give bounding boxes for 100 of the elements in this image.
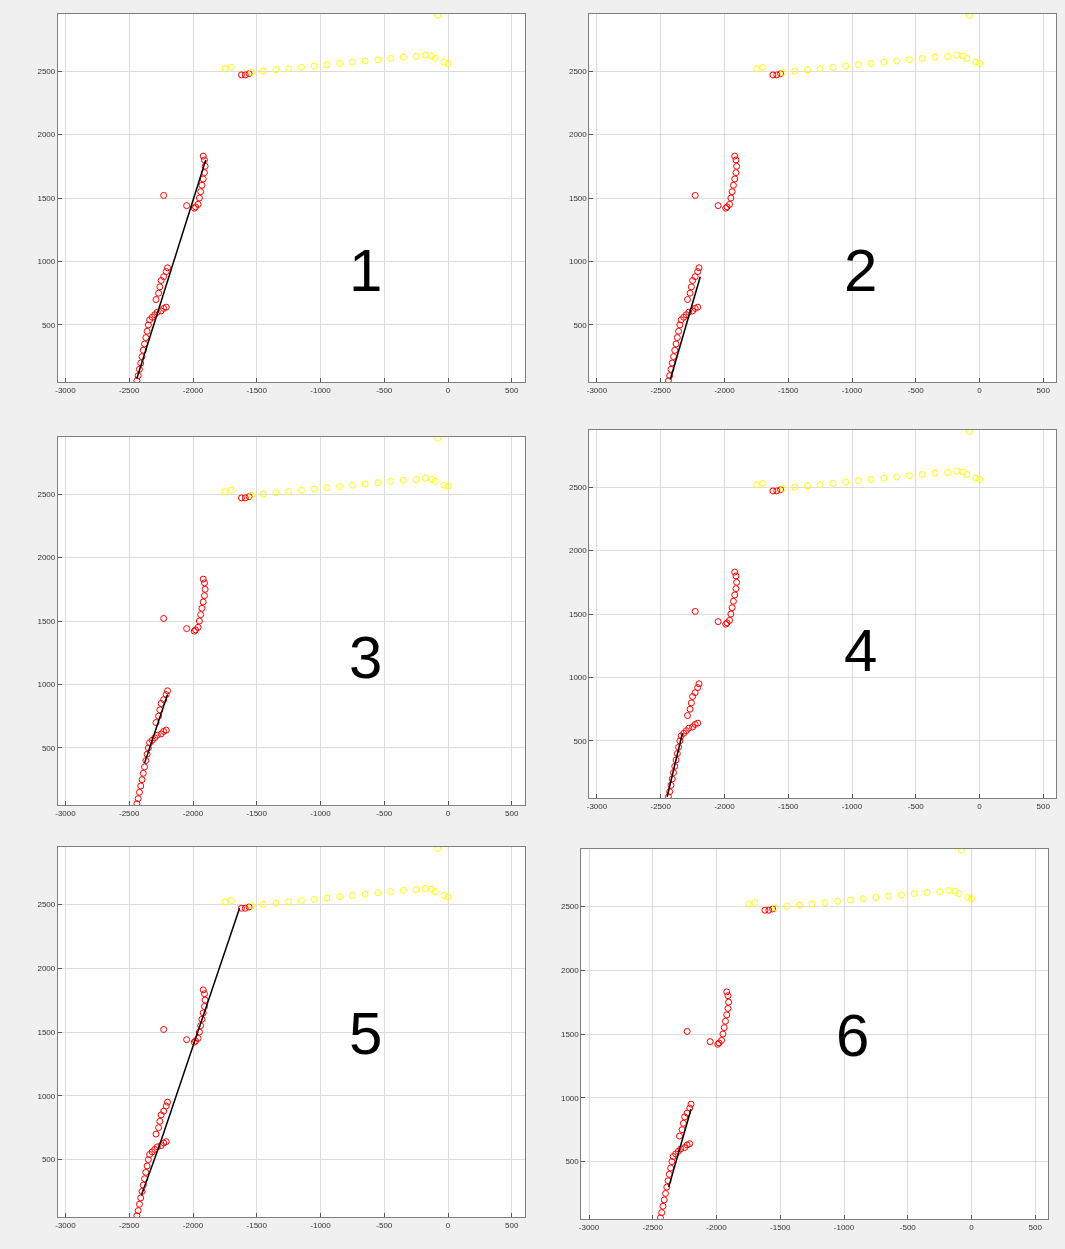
x-tick-label: 0 <box>969 1222 975 1232</box>
x-tick-label: -3000 <box>55 385 77 395</box>
point <box>783 902 791 910</box>
point <box>673 334 681 342</box>
point <box>194 1034 202 1042</box>
point <box>195 1028 203 1036</box>
x-tick-label: -500 <box>376 808 393 818</box>
y-tick-label: 500 <box>565 1157 580 1167</box>
x-tick-label: -1000 <box>310 385 332 395</box>
point <box>139 769 147 777</box>
point <box>421 884 429 892</box>
y-tick-label: 1500 <box>568 193 588 203</box>
y-tick-label: 2500 <box>37 900 56 910</box>
point <box>199 598 207 606</box>
point <box>963 470 971 478</box>
point <box>684 712 692 720</box>
point <box>691 191 699 199</box>
point <box>200 592 208 600</box>
point <box>676 1132 684 1140</box>
x-tick-label: 0 <box>445 1220 451 1230</box>
point <box>686 1104 694 1112</box>
point <box>155 712 163 720</box>
point <box>134 1207 142 1215</box>
point <box>387 54 395 62</box>
x-tick-label: 500 <box>1028 1222 1043 1232</box>
x-tick-label: -2500 <box>119 385 141 395</box>
point <box>134 795 142 803</box>
x-tick-label: -3000 <box>578 1222 600 1232</box>
point <box>151 311 159 319</box>
y-tick-label: 1500 <box>37 1027 56 1037</box>
point <box>686 1140 694 1148</box>
point <box>444 59 452 67</box>
point <box>773 71 781 79</box>
point <box>724 1004 732 1012</box>
y-tick-label: 2000 <box>568 546 588 556</box>
point <box>944 469 952 477</box>
y-tick-label: 2500 <box>560 902 580 912</box>
point <box>931 469 939 477</box>
point <box>134 372 142 380</box>
x-tick-label: -1000 <box>310 1220 332 1230</box>
point <box>195 194 203 202</box>
y-tick-label: 2000 <box>37 130 56 140</box>
point <box>731 175 739 183</box>
point <box>142 1168 150 1176</box>
annotation: 5 <box>349 1000 383 1067</box>
point <box>963 54 971 62</box>
point <box>259 67 267 75</box>
point <box>686 705 694 713</box>
point <box>676 321 684 329</box>
point <box>689 276 697 284</box>
point <box>731 568 739 576</box>
point <box>152 296 160 304</box>
point <box>691 304 699 312</box>
point <box>323 61 331 69</box>
point <box>854 61 862 69</box>
y-tick-label: 500 <box>41 743 56 753</box>
point <box>765 906 773 914</box>
point <box>237 71 245 79</box>
x-tick-label: -500 <box>899 1222 917 1232</box>
point <box>953 467 961 475</box>
point <box>719 1030 727 1038</box>
point <box>412 53 420 61</box>
point <box>923 888 931 896</box>
point <box>164 1098 172 1106</box>
point <box>728 604 736 612</box>
x-tick-label: -2000 <box>714 801 736 811</box>
point <box>199 175 207 183</box>
y-tick-label: 500 <box>573 736 588 746</box>
point <box>685 724 693 732</box>
y-tick-label: 1500 <box>37 193 56 203</box>
point <box>427 475 435 483</box>
point <box>199 575 207 583</box>
point <box>146 739 154 747</box>
point <box>183 1036 191 1044</box>
point <box>728 188 736 196</box>
point <box>297 486 305 494</box>
y-tick-label: 500 <box>573 320 588 330</box>
point <box>671 346 679 354</box>
point <box>829 479 837 487</box>
point <box>162 691 170 699</box>
point <box>152 719 160 727</box>
point <box>720 1024 728 1032</box>
point <box>668 359 676 367</box>
x-tick-label: -2000 <box>182 385 204 395</box>
point <box>905 56 913 64</box>
point <box>968 895 976 903</box>
point <box>729 597 737 605</box>
point <box>259 900 267 908</box>
point <box>200 579 208 587</box>
point <box>752 65 760 73</box>
point <box>842 62 850 70</box>
point <box>421 51 429 59</box>
y-tick-label: 2500 <box>568 482 588 492</box>
point <box>272 489 280 497</box>
y-tick-label: 2500 <box>568 66 588 76</box>
point <box>667 781 675 789</box>
x-tick-label: 500 <box>1036 385 1051 395</box>
point <box>160 191 168 199</box>
point <box>829 63 837 71</box>
point <box>677 316 685 324</box>
